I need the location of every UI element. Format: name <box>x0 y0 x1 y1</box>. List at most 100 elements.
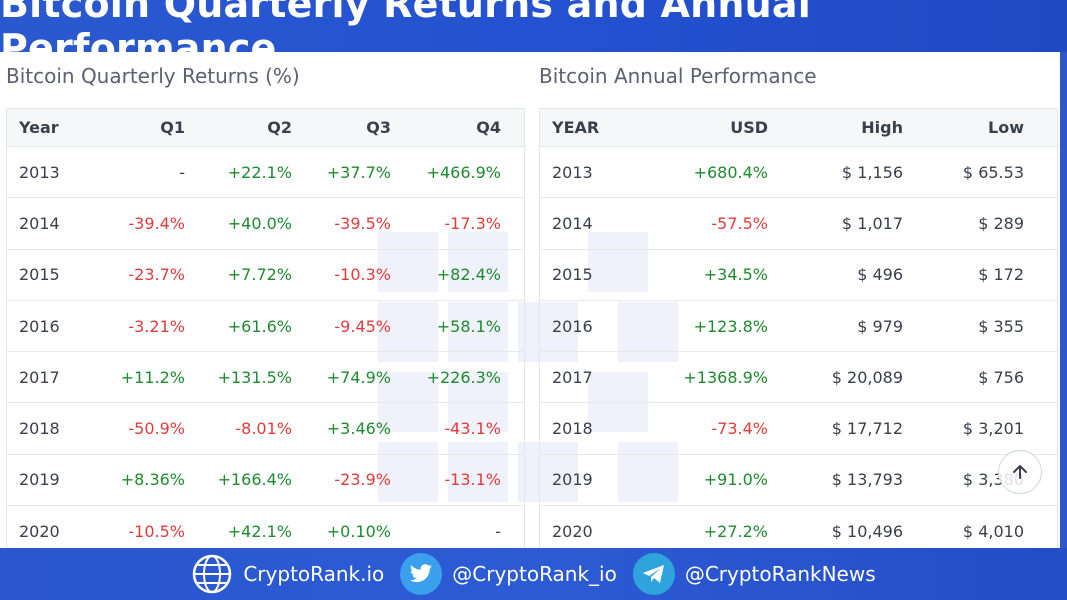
table-cell: 2013 <box>552 162 593 182</box>
table-cell: +11.2% <box>120 367 185 387</box>
table-cell: $ 979 <box>857 316 903 336</box>
scroll-to-top-button[interactable] <box>998 450 1042 494</box>
twitter-link[interactable]: @CryptoRank_io <box>400 553 617 595</box>
table-cell: +8.36% <box>120 470 185 490</box>
table-cell: -3.21% <box>128 316 185 336</box>
table-cell: +7.72% <box>227 265 292 285</box>
table-cell: 2017 <box>552 367 593 387</box>
telegram-link[interactable]: @CryptoRankNews <box>632 553 876 595</box>
table-cell: +0.10% <box>326 521 391 541</box>
table-cell: 2013 <box>19 162 60 182</box>
column-header: High <box>861 118 903 137</box>
content-panel: Bitcoin Quarterly Returns (%) Bitcoin An… <box>0 52 1060 548</box>
table-cell: $ 1,156 <box>841 162 903 182</box>
table-cell: -39.5% <box>334 213 391 233</box>
table-cell: -23.7% <box>128 265 185 285</box>
table-row: 2015 -23.7% +7.72% -10.3% +82.4% <box>7 250 524 301</box>
table-header-row: YEAR USD High Low <box>540 109 1057 147</box>
table-cell: +61.6% <box>227 316 292 336</box>
table-cell: -43.1% <box>444 419 501 439</box>
table-cell: 2014 <box>552 213 593 233</box>
table-cell: 2015 <box>552 265 593 285</box>
table-cell: +123.8% <box>693 316 768 336</box>
table-cell: +680.4% <box>693 162 768 182</box>
twitter-label: @CryptoRank_io <box>452 562 617 586</box>
table-cell: +3.46% <box>326 419 391 439</box>
table-row: 2013 +680.4% $ 1,156 $ 65.53 <box>540 147 1057 199</box>
quarterly-title: Bitcoin Quarterly Returns (%) <box>6 64 300 88</box>
table-row: 2020 -10.5% +42.1% +0.10% - <box>7 506 524 548</box>
page-title: Bitcoin Quarterly Returns and Annual Per… <box>0 0 811 70</box>
table-cell: 2016 <box>19 316 60 336</box>
table-cell: -57.5% <box>711 213 768 233</box>
table-row: 2016 +123.8% $ 979 $ 355 <box>540 301 1057 353</box>
table-cell: +74.9% <box>326 367 391 387</box>
column-header: Low <box>988 118 1024 137</box>
table-cell: 2018 <box>552 419 593 439</box>
table-cell: $ 756 <box>978 367 1024 387</box>
table-cell: 2017 <box>19 367 60 387</box>
header-banner: Bitcoin Quarterly Returns and Annual Per… <box>0 0 1067 70</box>
website-label: CryptoRank.io <box>243 562 385 586</box>
table-row: 2016 -3.21% +61.6% -9.45% +58.1% <box>7 301 524 353</box>
table-cell: - <box>179 162 185 182</box>
table-row: 2014 -57.5% $ 1,017 $ 289 <box>540 198 1057 250</box>
table-cell: -73.4% <box>711 419 768 439</box>
table-cell: 2020 <box>552 521 593 541</box>
telegram-icon <box>632 553 675 595</box>
table-cell: +82.4% <box>436 265 501 285</box>
table-row: 2020 +27.2% $ 10,496 $ 4,010 <box>540 506 1057 548</box>
table-row: 2018 -50.9% -8.01% +3.46% -43.1% <box>7 403 524 455</box>
table-cell: +37.7% <box>326 162 391 182</box>
column-header: Q1 <box>160 118 185 137</box>
table-cell: $ 17,712 <box>831 419 903 439</box>
table-cell: 2018 <box>19 419 60 439</box>
telegram-label: @CryptoRankNews <box>684 562 876 586</box>
table-cell: $ 355 <box>978 316 1024 336</box>
table-cell: -17.3% <box>444 213 501 233</box>
website-link[interactable]: CryptoRank.io <box>191 553 384 595</box>
table-cell: +226.3% <box>426 367 501 387</box>
table-cell: -50.9% <box>128 419 185 439</box>
column-header: Year <box>19 118 59 137</box>
table-cell: 2016 <box>552 316 593 336</box>
table-header-row: Year Q1 Q2 Q3 Q4 <box>7 109 524 147</box>
table-cell: +91.0% <box>703 470 768 490</box>
table-row: 2017 +11.2% +131.5% +74.9% +226.3% <box>7 352 524 404</box>
table-cell: 2019 <box>552 470 593 490</box>
annual-title: Bitcoin Annual Performance <box>539 64 817 88</box>
table-cell: $ 172 <box>978 265 1024 285</box>
table-cell: - <box>495 521 501 541</box>
table-cell: 2015 <box>19 265 60 285</box>
arrow-up-icon <box>1013 465 1027 479</box>
table-cell: -8.01% <box>235 419 292 439</box>
table-cell: $ 20,089 <box>831 367 903 387</box>
table-cell: +166.4% <box>217 470 292 490</box>
table-cell: -10.5% <box>128 521 185 541</box>
table-cell: -23.9% <box>334 470 391 490</box>
table-cell: $ 1,017 <box>841 213 903 233</box>
table-cell: $ 10,496 <box>831 521 903 541</box>
table-cell: +34.5% <box>703 265 768 285</box>
column-header: Q4 <box>476 118 501 137</box>
table-row: 2019 +8.36% +166.4% -23.9% -13.1% <box>7 455 524 507</box>
globe-icon <box>191 553 233 595</box>
table-cell: -13.1% <box>444 470 501 490</box>
table-row: 2019 +91.0% $ 13,793 $ 3,380 <box>540 455 1057 507</box>
table-cell: +27.2% <box>703 521 768 541</box>
column-header: YEAR <box>552 118 600 137</box>
table-row: 2013 - +22.1% +37.7% +466.9% <box>7 147 524 199</box>
table-cell: -10.3% <box>334 265 391 285</box>
quarterly-table: Year Q1 Q2 Q3 Q4 2013 - +22.1% +37.7% +466.9% 2014… <box>6 108 525 548</box>
annual-table: YEAR USD High Low 2013 +680.4% $ 1,156 $ 65.53 2… <box>539 108 1058 548</box>
column-header: USD <box>730 118 768 137</box>
table-row: 2018 -73.4% $ 17,712 $ 3,201 <box>540 403 1057 455</box>
table-row: 2017 +1368.9% $ 20,089 $ 756 <box>540 352 1057 404</box>
table-cell: +22.1% <box>227 162 292 182</box>
table-cell: $ 289 <box>978 213 1024 233</box>
column-header: Q3 <box>366 118 391 137</box>
table-cell: 2019 <box>19 470 60 490</box>
table-cell: $ 65.53 <box>962 162 1024 182</box>
table-cell: $ 496 <box>857 265 903 285</box>
table-row: 2015 +34.5% $ 496 $ 172 <box>540 250 1057 301</box>
